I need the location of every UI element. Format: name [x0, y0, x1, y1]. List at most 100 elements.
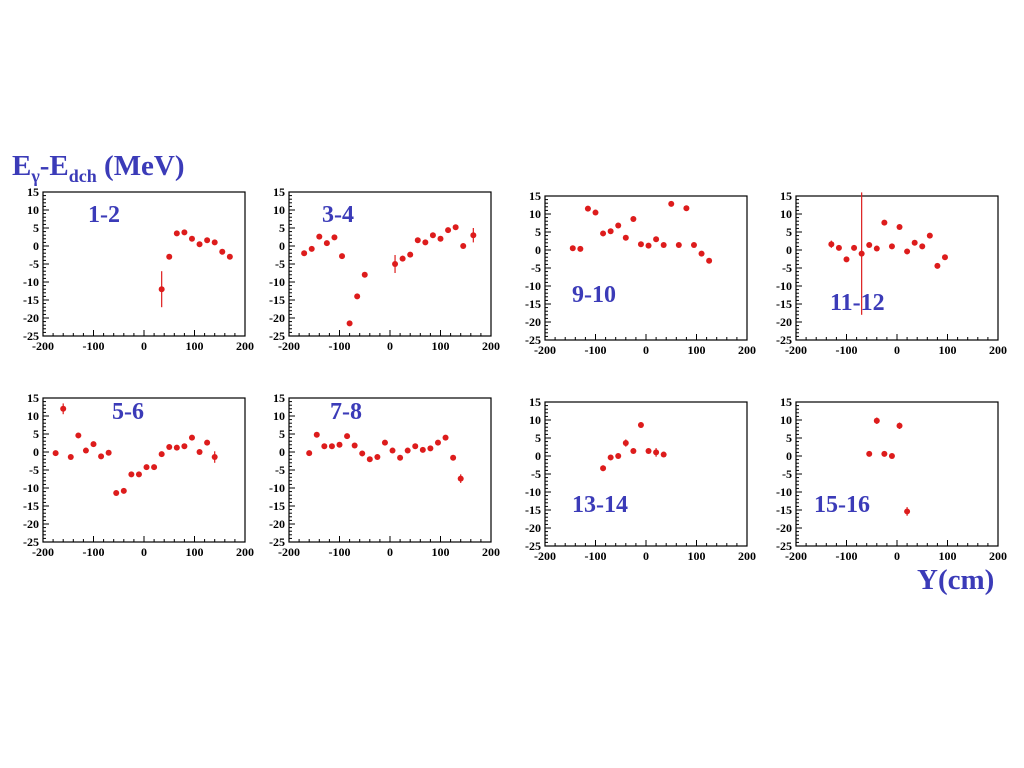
panel-label: 3-4 [322, 202, 354, 228]
data-point [404, 447, 411, 454]
data-point [437, 235, 444, 242]
y-tick-label: 5 [33, 221, 39, 235]
data-point [399, 255, 406, 262]
y-tick-label: 0 [279, 239, 285, 253]
data-point [98, 453, 105, 460]
data-point [881, 219, 888, 226]
y-tick-label: 0 [535, 449, 541, 463]
y-tick-label: -20 [776, 315, 792, 329]
data-point [389, 447, 396, 454]
data-point [75, 432, 82, 439]
y-tick-label: 5 [279, 221, 285, 235]
data-point [173, 444, 180, 451]
data-point [675, 241, 682, 248]
plot-frame [42, 397, 246, 543]
data-point [196, 449, 203, 455]
data-point [188, 235, 195, 242]
x-tick-label: 200 [482, 545, 500, 559]
y-tick-label: 10 [273, 409, 285, 423]
x-tick-label: -100 [329, 545, 351, 559]
data-point [374, 454, 381, 461]
panel-label: 5-6 [112, 399, 144, 425]
ylabel-unit: (MeV) [96, 150, 185, 182]
data-point [615, 222, 622, 229]
y-axis-title: Eγ-Edch (MeV) [12, 150, 185, 187]
data-point [414, 237, 421, 244]
data-point [660, 451, 667, 458]
y-tick-label: -10 [776, 485, 792, 499]
data-point [637, 241, 644, 248]
x-tick-label: 0 [141, 545, 147, 559]
data-point [211, 454, 218, 461]
data-point [82, 447, 89, 454]
x-tick-label: -100 [836, 549, 858, 563]
data-point [173, 230, 180, 237]
data-point [835, 244, 842, 251]
x-tick-label: -200 [278, 545, 300, 559]
y-tick-label: -20 [269, 517, 285, 531]
panel-label: 11-12 [830, 290, 885, 316]
data-point [653, 236, 660, 243]
x-tick-label: -200 [32, 545, 54, 559]
y-tick-label: -25 [776, 333, 792, 347]
x-tick-label: -200 [785, 549, 807, 563]
panel-3-4: -200 -100 0 100 200 15 10 5 0 -5 -10 -15 -20 -25 3-4 [269, 185, 500, 353]
plot-frame [544, 195, 748, 341]
x-tick-label: -200 [534, 343, 556, 357]
y-tick-label: 10 [780, 207, 792, 221]
y-tick-label: 15 [529, 395, 541, 409]
data-point [607, 228, 614, 235]
data-point [135, 471, 142, 478]
y-tick-label: 0 [535, 243, 541, 257]
data-point [584, 205, 591, 212]
y-tick-label: -10 [269, 275, 285, 289]
data-point [637, 422, 644, 429]
y-tick-label: 5 [279, 427, 285, 441]
panel-label: 7-8 [330, 399, 362, 425]
data-point [346, 320, 353, 327]
data-point [630, 447, 637, 454]
y-tick-label: -10 [525, 279, 541, 293]
y-tick-label: -15 [23, 293, 39, 307]
data-point [698, 250, 705, 257]
data-point [412, 443, 419, 450]
data-point [866, 450, 873, 457]
y-tick-label: 0 [33, 445, 39, 459]
data-point [392, 261, 399, 267]
y-tick-label: -25 [23, 329, 39, 343]
data-point [336, 441, 343, 448]
panel-label: 15-16 [814, 492, 870, 518]
panel-1-2: -200 -100 0 100 200 15 10 5 0 -5 -10 -15 -20 -25 1-2 [23, 185, 254, 353]
y-tick-label: 5 [535, 431, 541, 445]
y-tick-label: 10 [273, 203, 285, 217]
x-tick-label: -100 [585, 343, 607, 357]
y-tick-label: 0 [786, 449, 792, 463]
y-tick-label: 5 [535, 225, 541, 239]
y-tick-label: -20 [525, 521, 541, 535]
data-point [301, 250, 308, 257]
data-point [181, 443, 188, 450]
data-point [354, 293, 361, 300]
y-tick-label: -15 [776, 503, 792, 517]
data-point [622, 440, 629, 447]
data-point [904, 508, 911, 515]
x-tick-label: 100 [688, 343, 706, 357]
y-tick-label: -5 [29, 257, 39, 271]
data-point [622, 234, 629, 241]
y-tick-label: 10 [529, 413, 541, 427]
y-tick-label: -10 [525, 485, 541, 499]
y-tick-label: -25 [776, 539, 792, 553]
data-point [344, 433, 351, 440]
y-tick-label: -15 [23, 499, 39, 513]
data-point [313, 431, 320, 438]
y-tick-label: 15 [273, 185, 285, 199]
plot-frame [795, 195, 999, 341]
data-point [896, 223, 903, 230]
x-tick-label: 200 [738, 549, 756, 563]
data-point [204, 439, 211, 446]
y-tick-label: 15 [780, 189, 792, 203]
x-tick-label: -100 [836, 343, 858, 357]
data-point [445, 227, 452, 234]
data-point [645, 242, 652, 249]
plot-frame [42, 191, 246, 337]
